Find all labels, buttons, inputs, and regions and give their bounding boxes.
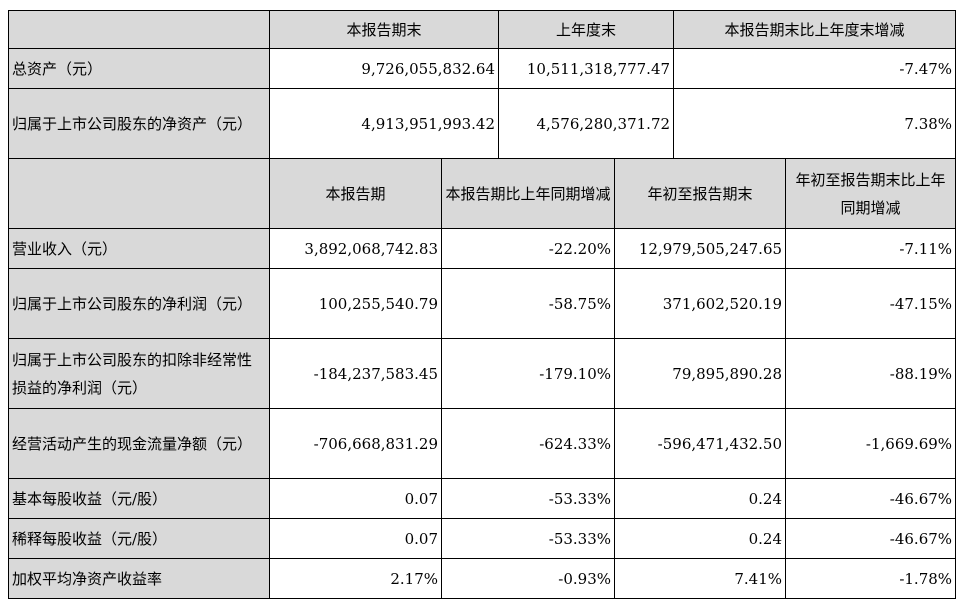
corner-cell [8, 10, 270, 49]
table-row: 加权平均净资产收益率 2.17% -0.93% 7.41% -1.78% [8, 558, 957, 599]
value-cell: -706,668,831.29 [269, 408, 442, 479]
corner-cell [8, 158, 270, 229]
header-year-to-date: 年初至报告期末 [614, 158, 787, 229]
row-label-basic-eps: 基本每股收益（元/股） [8, 478, 270, 519]
value-cell: 0.24 [614, 518, 787, 559]
section1-header-row: 本报告期末 上年度末 本报告期末比上年度末增减 [8, 10, 957, 49]
value-cell: -22.20% [440, 228, 616, 269]
value-cell: -1.78% [785, 558, 957, 599]
table-row: 稀释每股收益（元/股） 0.07 -53.33% 0.24 -46.67% [8, 518, 957, 559]
value-cell: 371,602,520.19 [614, 268, 787, 339]
row-label-roe: 加权平均净资产收益率 [8, 558, 270, 599]
value-cell: -53.33% [440, 518, 616, 559]
financial-table: 本报告期末 上年度末 本报告期末比上年度末增减 总资产（元） 9,726,055… [8, 10, 957, 599]
value-cell: -1,669.69% [785, 408, 957, 479]
row-label-net-assets: 归属于上市公司股东的净资产（元） [8, 88, 270, 159]
value-cell: 0.24 [614, 478, 787, 519]
row-label-diluted-eps: 稀释每股收益（元/股） [8, 518, 270, 559]
row-label-adjusted-net-profit: 归属于上市公司股东的扣除非经常性损益的净利润（元） [8, 338, 270, 409]
value-cell: -46.67% [785, 518, 957, 559]
value-cell: -179.10% [440, 338, 616, 409]
value-cell: -624.33% [440, 408, 616, 479]
value-cell: -184,237,583.45 [269, 338, 442, 409]
row-label-net-profit: 归属于上市公司股东的净利润（元） [8, 268, 270, 339]
table-row: 总资产（元） 9,726,055,832.64 10,511,318,777.4… [8, 48, 957, 89]
value-cell: 4,913,951,993.42 [268, 88, 500, 159]
value-cell: 100,255,540.79 [269, 268, 442, 339]
value-cell: 0.07 [269, 478, 442, 519]
header-current-period: 本报告期 [269, 158, 442, 229]
value-cell: -46.67% [785, 478, 957, 519]
header-ytd-change: 年初至报告期末比上年同期增减 [785, 158, 957, 229]
row-label-operating-cash-flow: 经营活动产生的现金流量净额（元） [8, 408, 270, 479]
value-cell: 7.41% [614, 558, 787, 599]
value-cell: 10,511,318,777.47 [498, 48, 675, 89]
value-cell: -53.33% [440, 478, 616, 519]
value-cell: 0.07 [269, 518, 442, 559]
header-change-vs-same-period: 本报告期比上年同期增减 [440, 158, 616, 229]
table-row: 归属于上市公司股东的净资产（元） 4,913,951,993.42 4,576,… [8, 88, 957, 159]
value-cell: 9,726,055,832.64 [268, 48, 500, 89]
value-cell: 2.17% [269, 558, 442, 599]
value-cell: 3,892,068,742.83 [269, 228, 442, 269]
table-row: 归属于上市公司股东的净利润（元） 100,255,540.79 -58.75% … [8, 268, 957, 339]
value-cell: -7.47% [673, 48, 957, 89]
header-prior-year-end: 上年度末 [498, 10, 675, 49]
value-cell: -0.93% [440, 558, 616, 599]
row-label-revenue: 营业收入（元） [8, 228, 270, 269]
value-cell: 12,979,505,247.65 [614, 228, 787, 269]
value-cell: 7.38% [673, 88, 957, 159]
value-cell: -88.19% [785, 338, 957, 409]
value-cell: -58.75% [440, 268, 616, 339]
value-cell: -7.11% [785, 228, 957, 269]
table-row: 基本每股收益（元/股） 0.07 -53.33% 0.24 -46.67% [8, 478, 957, 519]
row-label-total-assets: 总资产（元） [8, 48, 270, 89]
value-cell: 79,895,890.28 [614, 338, 787, 409]
table-row: 营业收入（元） 3,892,068,742.83 -22.20% 12,979,… [8, 228, 957, 269]
value-cell: -47.15% [785, 268, 957, 339]
header-change-vs-prior-year-end: 本报告期末比上年度末增减 [673, 10, 957, 49]
value-cell: -596,471,432.50 [614, 408, 787, 479]
table-row: 归属于上市公司股东的扣除非经常性损益的净利润（元） -184,237,583.4… [8, 338, 957, 409]
table-row: 经营活动产生的现金流量净额（元） -706,668,831.29 -624.33… [8, 408, 957, 479]
value-cell: 4,576,280,371.72 [498, 88, 675, 159]
header-period-end: 本报告期末 [268, 10, 500, 49]
financial-summary-table: 本报告期末 上年度末 本报告期末比上年度末增减 总资产（元） 9,726,055… [8, 10, 957, 599]
section2-header-row: 本报告期 本报告期比上年同期增减 年初至报告期末 年初至报告期末比上年同期增减 [8, 158, 957, 229]
